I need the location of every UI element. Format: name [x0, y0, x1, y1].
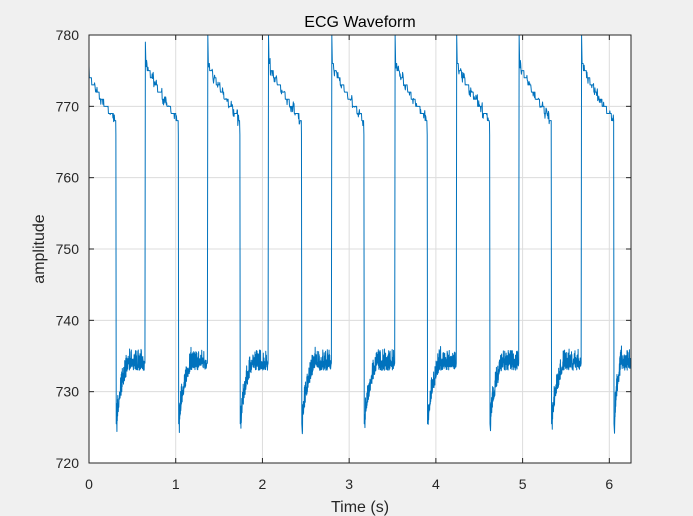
x-tick-label: 0 [85, 476, 93, 492]
y-axis-title: amplitude [31, 214, 48, 283]
chart-title: ECG Waveform [304, 14, 415, 31]
x-tick-label: 1 [172, 476, 180, 492]
x-axis: 0 1 2 3 4 5 6 [85, 35, 613, 492]
ecg-waveform-line [88, 34, 631, 435]
x-tick-label: 2 [259, 476, 267, 492]
y-axis: 720 730 740 750 760 770 780 [56, 27, 631, 471]
y-tick-label: 760 [56, 170, 80, 186]
x-axis-title: Time (s) [331, 499, 389, 516]
x-tick-label: 3 [345, 476, 353, 492]
x-tick-label: 6 [605, 476, 613, 492]
y-tick-label: 740 [56, 312, 80, 328]
y-tick-label: 720 [56, 455, 80, 471]
series-layer [88, 34, 631, 435]
y-tick-label: 780 [56, 27, 80, 43]
x-tick-label: 4 [432, 476, 440, 492]
y-tick-label: 730 [56, 384, 80, 400]
x-tick-label: 5 [519, 476, 527, 492]
y-tick-label: 770 [56, 98, 80, 114]
y-tick-label: 750 [56, 241, 80, 257]
grid [89, 35, 631, 463]
